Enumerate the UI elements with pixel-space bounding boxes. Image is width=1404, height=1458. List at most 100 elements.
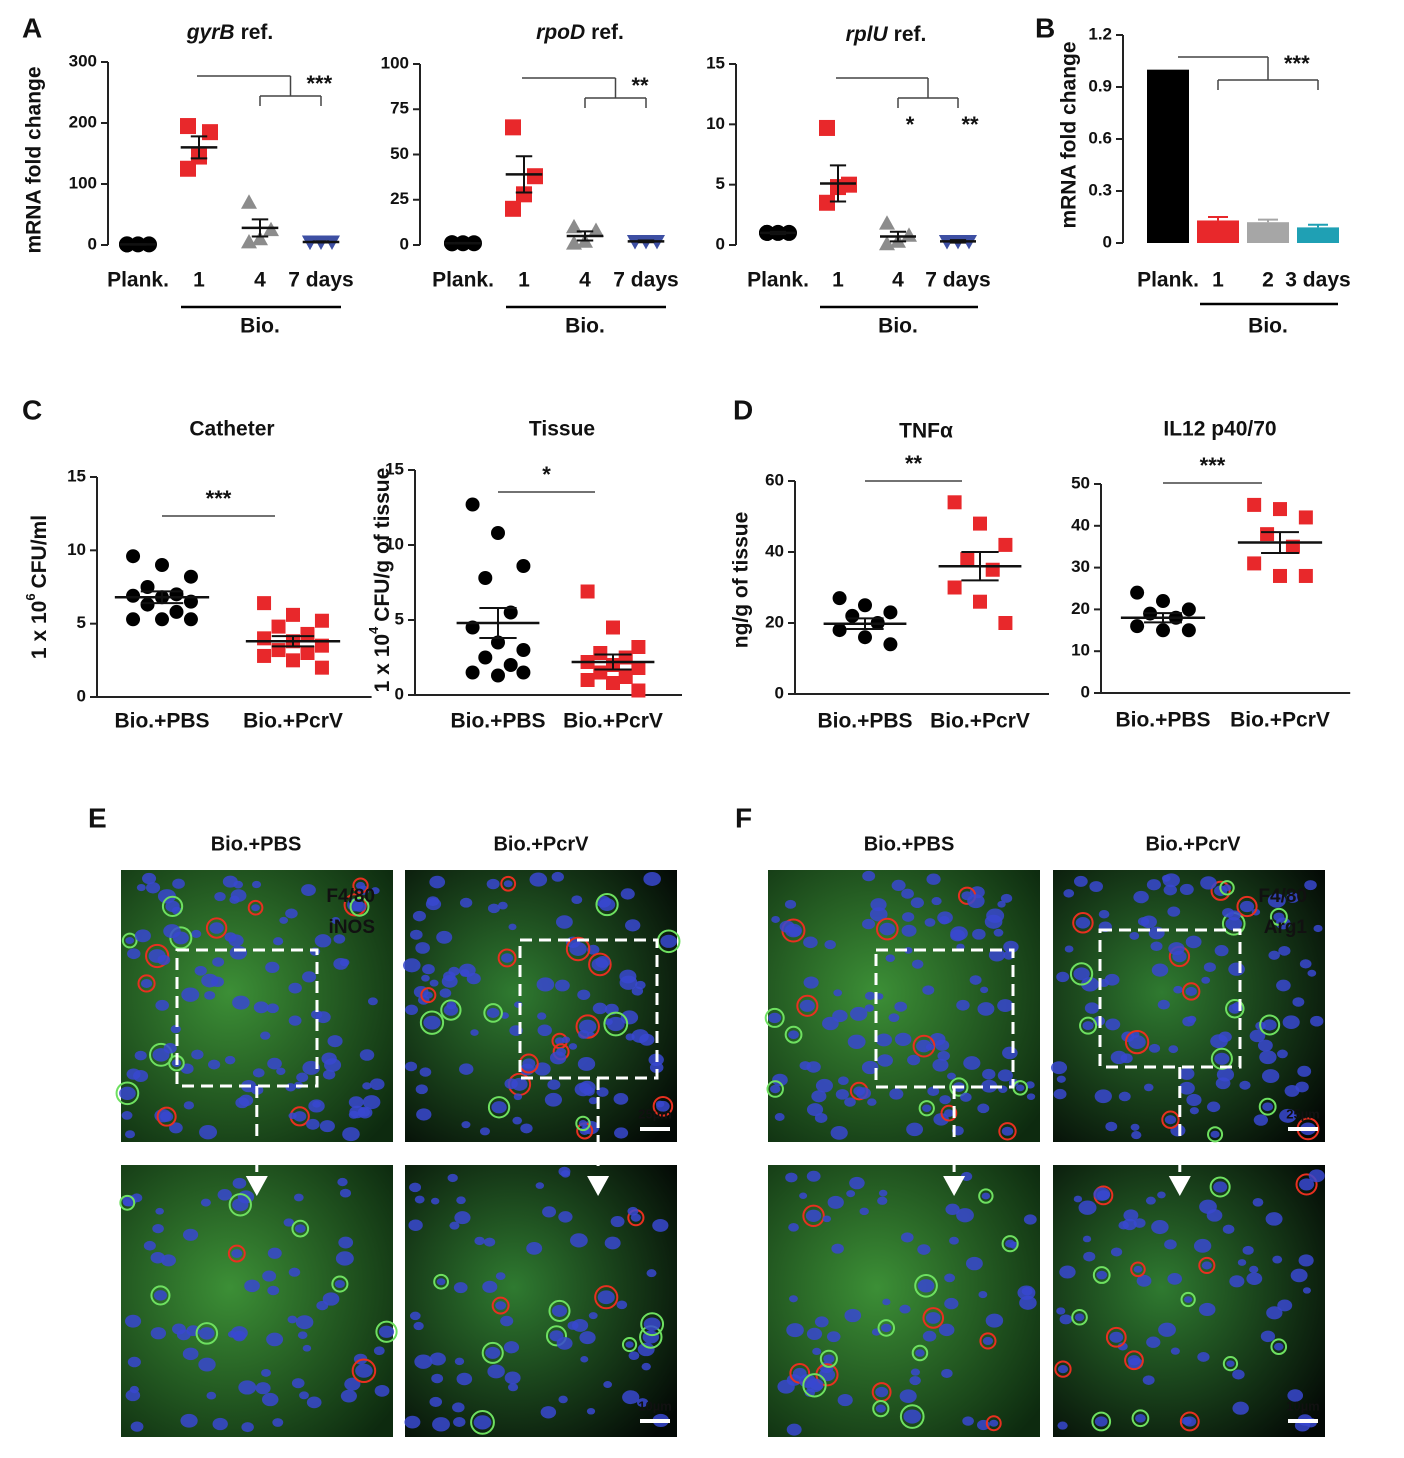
scale-bar xyxy=(640,1127,670,1131)
nucleus xyxy=(119,1086,136,1100)
nucleus xyxy=(504,1078,518,1090)
zoom-box xyxy=(518,938,659,1080)
nucleus xyxy=(267,1285,280,1296)
marker-ring xyxy=(419,1010,445,1035)
nucleus xyxy=(1078,1200,1097,1215)
nucleus xyxy=(1228,962,1245,976)
nucleus xyxy=(155,1207,164,1215)
x-tick-label: Bio.+PBS xyxy=(450,710,545,733)
nucleus xyxy=(183,1101,195,1110)
nucleus xyxy=(121,1111,133,1120)
nucleus xyxy=(549,1051,567,1065)
nucleus xyxy=(1135,1413,1146,1423)
nucleus xyxy=(960,1171,973,1181)
nucleus xyxy=(586,1407,596,1415)
dot xyxy=(478,650,493,665)
nucleus xyxy=(355,881,366,890)
nucleus xyxy=(1157,1191,1166,1199)
sig-label: *** xyxy=(307,71,333,96)
marker-ring xyxy=(912,1034,936,1058)
nucleus xyxy=(319,1120,335,1133)
marker-ring xyxy=(149,1042,173,1067)
nucleus xyxy=(1150,941,1163,952)
x-tick-label: Bio.+PBS xyxy=(114,710,209,733)
nucleus xyxy=(161,1254,176,1267)
nucleus xyxy=(429,875,446,889)
nucleus xyxy=(306,1118,320,1130)
nucleus xyxy=(266,1332,284,1347)
nucleus xyxy=(370,887,380,895)
nucleus xyxy=(643,1317,661,1331)
nucleus xyxy=(988,948,1006,962)
dot xyxy=(286,653,300,668)
nucleus xyxy=(429,979,439,987)
nucleus xyxy=(409,1182,422,1193)
x-tick-label: Bio.+PBS xyxy=(1115,709,1210,732)
bar xyxy=(1197,220,1239,243)
nucleus xyxy=(288,1112,297,1120)
nucleus xyxy=(1239,900,1255,913)
nucleus xyxy=(1273,1342,1284,1351)
nucleus xyxy=(1266,1306,1283,1320)
nucleus xyxy=(453,1417,466,1427)
nucleus xyxy=(344,1377,361,1391)
nucleus xyxy=(491,1101,507,1114)
nucleus xyxy=(293,1111,307,1122)
nucleus xyxy=(978,1291,988,1299)
nucleus xyxy=(1105,1121,1118,1132)
nucleus xyxy=(945,1203,960,1216)
nucleus xyxy=(209,922,224,934)
nucleus xyxy=(944,1297,959,1310)
nucleus xyxy=(652,1218,669,1232)
nucleus xyxy=(495,1272,506,1281)
dot xyxy=(832,591,847,606)
nucleus xyxy=(864,1004,875,1012)
nucleus xyxy=(1056,971,1070,983)
nucleus xyxy=(537,1012,547,1020)
nucleus xyxy=(322,1069,336,1080)
nucleus xyxy=(558,1166,571,1177)
nucleus xyxy=(925,1043,935,1051)
marker-ring xyxy=(481,1341,504,1364)
nucleus xyxy=(622,1390,640,1405)
nucleus xyxy=(410,929,423,940)
x-tick-label: 4 xyxy=(254,269,266,292)
nucleus xyxy=(789,1295,798,1303)
nucleus xyxy=(199,1327,215,1340)
label-superscript: 4 xyxy=(366,626,381,634)
nucleus xyxy=(812,1347,822,1356)
dot xyxy=(566,235,582,250)
dot xyxy=(1247,497,1262,512)
nucleus xyxy=(806,1327,823,1341)
nucleus xyxy=(1083,1251,1096,1262)
y-axis-label: 1 x 104 CFU/g of tissue xyxy=(366,468,393,693)
nucleus xyxy=(997,900,1006,908)
nucleus xyxy=(194,965,207,976)
nucleus xyxy=(235,1097,250,1109)
nucleus xyxy=(877,1196,888,1205)
nucleus xyxy=(1299,1178,1315,1191)
label-part: 1 x 10 xyxy=(28,601,51,659)
nucleus xyxy=(160,1111,174,1122)
dot xyxy=(271,619,286,634)
nucleus xyxy=(520,1123,533,1134)
dot xyxy=(516,186,532,203)
marker-ring xyxy=(548,1299,571,1322)
nucleus xyxy=(272,937,284,946)
nucleus xyxy=(337,1177,348,1187)
nucleus xyxy=(637,1398,649,1408)
nucleus xyxy=(544,1092,562,1107)
nucleus xyxy=(660,934,677,948)
dot xyxy=(960,552,975,567)
nucleus xyxy=(1222,884,1232,892)
y-tick-label: 0 xyxy=(1103,232,1112,251)
nucleus xyxy=(353,901,366,912)
dot xyxy=(491,668,505,683)
y-tick-label: 0 xyxy=(88,234,97,253)
dot xyxy=(252,230,268,246)
nucleus xyxy=(288,982,302,994)
nucleus xyxy=(925,1312,941,1324)
nucleus xyxy=(1308,1169,1325,1183)
nucleus xyxy=(423,991,433,999)
dot xyxy=(631,683,646,698)
